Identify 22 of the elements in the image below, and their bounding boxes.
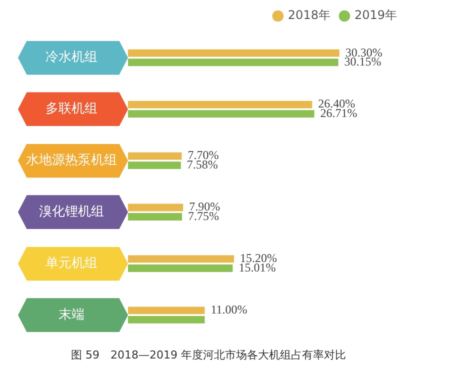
bar <box>128 204 184 212</box>
y-tick-label: 溴化锂机组 <box>39 204 104 220</box>
y-tick-label: 水地源热泵机组 <box>26 153 117 168</box>
text: 图 59 2018—2019 年度河北市场各大机组占有率对比 <box>71 348 346 362</box>
bar <box>128 49 340 57</box>
bar <box>128 316 205 324</box>
data-label: 11.00% <box>210 302 248 317</box>
y-tick-label: 冷水机组 <box>46 50 98 66</box>
legend-label: 2018年 <box>288 8 330 22</box>
bar <box>128 110 314 118</box>
bar <box>128 264 233 272</box>
y-tick-label: 多联机组 <box>46 102 98 117</box>
bar <box>128 162 181 170</box>
y-tick-label: 单元机组 <box>46 256 98 271</box>
bar <box>128 152 182 160</box>
bar <box>128 58 338 66</box>
legend-label: 2019年 <box>354 8 398 22</box>
bar <box>128 213 182 220</box>
bar <box>128 100 312 108</box>
bar <box>128 255 234 263</box>
y-tick-label: 末端 <box>58 307 84 322</box>
bar <box>128 306 205 314</box>
